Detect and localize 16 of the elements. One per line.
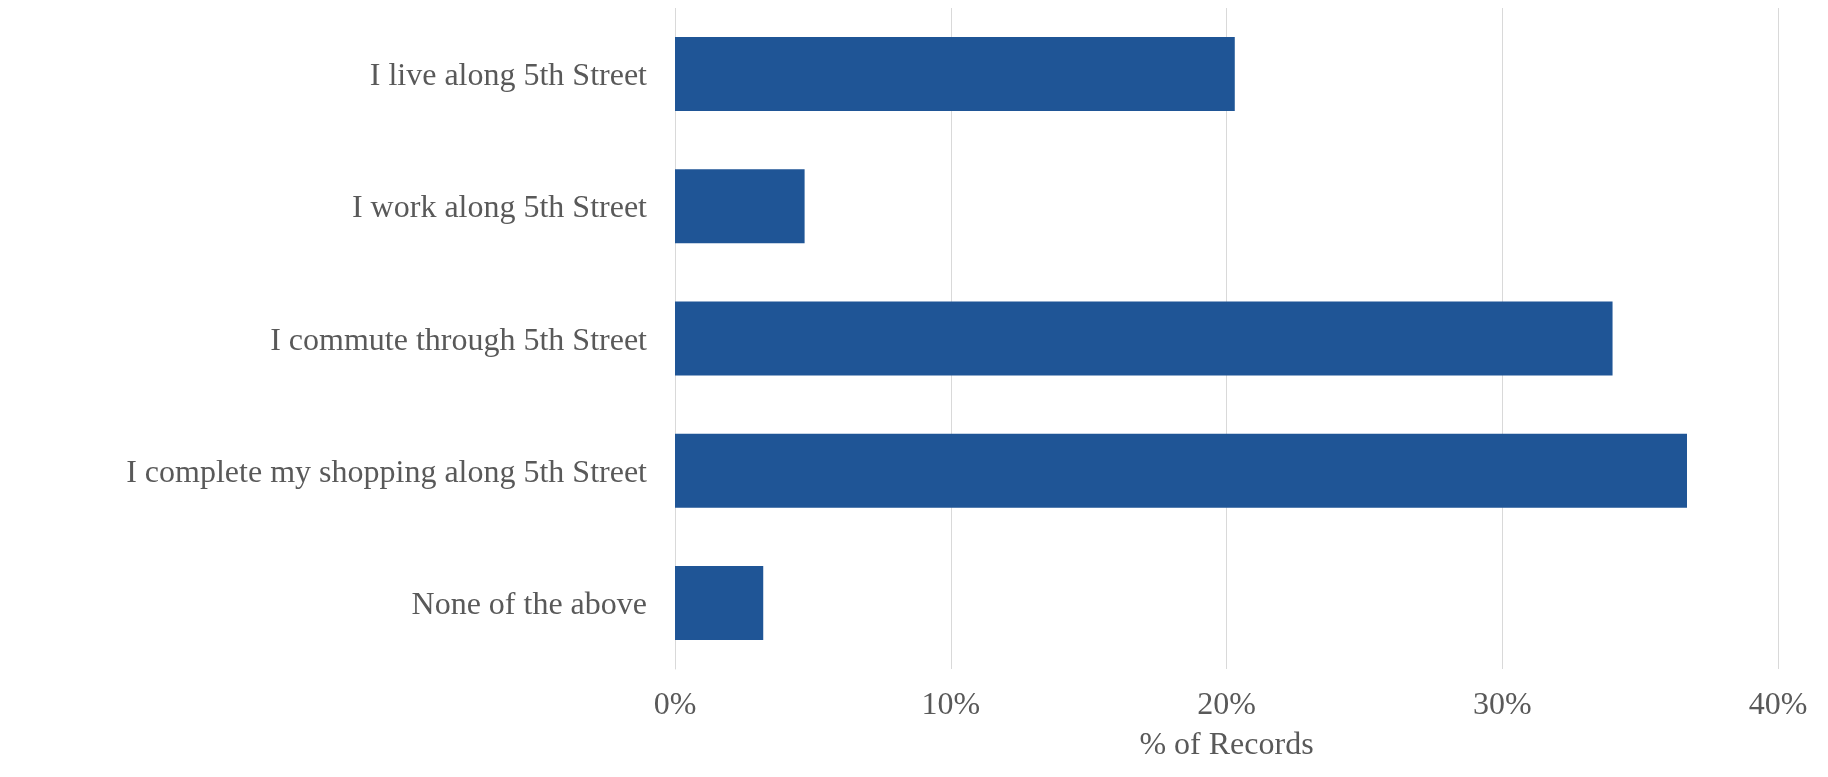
x-tick-label: 20% bbox=[1197, 685, 1256, 721]
x-tick-label: 40% bbox=[1748, 685, 1808, 721]
y-tick-label: None of the above bbox=[411, 584, 647, 621]
y-tick-label: I work along 5th Street bbox=[351, 188, 648, 225]
x-tick-label: 10% bbox=[921, 685, 981, 721]
bar bbox=[675, 433, 1687, 508]
x-axis-title: % of Records bbox=[1139, 725, 1314, 761]
x-tick-label: 30% bbox=[1472, 685, 1532, 721]
y-tick-label: I live along 5th Street bbox=[369, 56, 648, 93]
bar bbox=[675, 169, 805, 244]
bar bbox=[675, 37, 1235, 112]
x-tick-label: 0% bbox=[653, 685, 697, 721]
bar bbox=[675, 565, 764, 640]
y-tick-label: I complete my shopping along 5th Street bbox=[126, 452, 648, 489]
y-tick-label: I commute through 5th Street bbox=[270, 320, 648, 357]
bar bbox=[675, 301, 1613, 376]
